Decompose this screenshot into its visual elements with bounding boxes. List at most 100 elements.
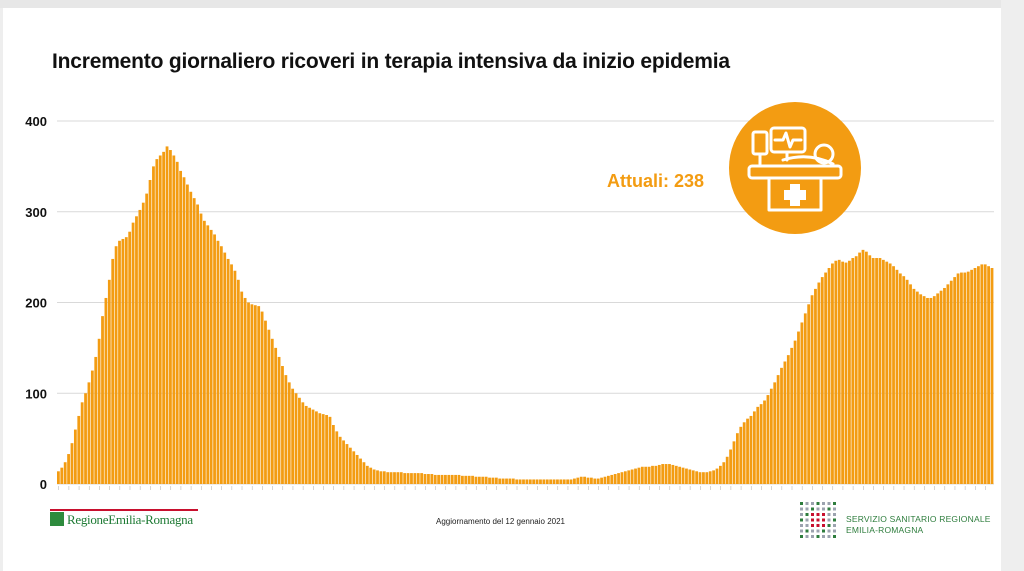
bar [610, 474, 614, 484]
logo-dot [822, 524, 825, 527]
bar [654, 465, 658, 484]
ssr-logo-line2: EMILIA-ROMAGNA [846, 525, 924, 535]
bar [107, 279, 111, 484]
bar [766, 395, 770, 484]
bar [328, 416, 332, 484]
bar [298, 397, 301, 484]
bar [348, 447, 352, 484]
bar [315, 411, 318, 484]
bar [953, 277, 957, 484]
bar [647, 466, 651, 484]
ssr-logo: SERVIZIO SANITARIO REGIONALE EMILIA-ROMA… [798, 500, 998, 546]
current-count-label: Attuali: 238 [607, 171, 705, 191]
logo-dot [816, 507, 820, 511]
bar [820, 277, 824, 484]
bar [467, 475, 471, 484]
bar [661, 464, 665, 484]
y-tick-label: 200 [25, 296, 47, 311]
bar [637, 467, 641, 484]
logo-dot [805, 513, 809, 516]
bar [216, 240, 220, 484]
bar [905, 279, 909, 484]
bar [365, 465, 369, 484]
bar [396, 472, 400, 484]
logo-dot [805, 518, 809, 522]
bar [956, 273, 960, 484]
logo-dot [800, 507, 803, 511]
logo-dot [833, 518, 836, 522]
bar [651, 465, 654, 484]
bar [454, 474, 457, 484]
bar [410, 473, 413, 484]
bar [182, 177, 186, 484]
bar [620, 472, 624, 484]
bar [518, 479, 522, 484]
bar [444, 474, 447, 484]
logo-dot [822, 529, 825, 533]
bar [186, 184, 189, 484]
bar [674, 465, 678, 484]
bar [657, 464, 661, 484]
bar [148, 179, 152, 485]
bar [579, 476, 583, 484]
bar [803, 313, 807, 484]
bar [403, 473, 407, 484]
logo-dot [811, 507, 814, 511]
bar [926, 297, 929, 484]
logo-dot [800, 502, 803, 505]
bar [708, 471, 712, 484]
bar [399, 472, 403, 484]
bar [542, 479, 546, 484]
bar [763, 400, 766, 484]
bar [630, 469, 634, 484]
bar [573, 478, 576, 484]
bar [287, 382, 291, 484]
bar [528, 479, 532, 484]
y-tick-label: 100 [25, 386, 47, 401]
bar [406, 473, 410, 484]
bar [963, 272, 967, 484]
bar [732, 441, 736, 484]
bar [977, 266, 980, 484]
bar [797, 331, 800, 484]
bar [111, 258, 115, 484]
bar [362, 462, 366, 484]
bar [70, 443, 74, 484]
bar [416, 473, 420, 484]
logo-dot [827, 502, 831, 505]
bar [247, 302, 250, 484]
bar [461, 475, 464, 484]
bar [946, 284, 950, 484]
bar [702, 472, 705, 484]
logo-dot [816, 518, 820, 522]
bar [457, 474, 461, 484]
bar [685, 468, 688, 484]
bar [525, 479, 529, 484]
bar [94, 356, 98, 484]
bar [141, 202, 145, 484]
logo-red-line [50, 509, 198, 511]
bar [511, 478, 515, 484]
bar [634, 468, 637, 484]
bar [790, 347, 794, 485]
bar [973, 268, 977, 484]
logo-dot [811, 524, 814, 527]
bar [80, 402, 84, 484]
bar [162, 151, 166, 484]
bar [532, 479, 536, 484]
logo-dot [833, 535, 836, 538]
bar [423, 474, 427, 484]
bar [735, 433, 739, 484]
bar [848, 260, 851, 484]
bar [868, 255, 872, 484]
bar [376, 470, 379, 484]
bar [780, 367, 783, 484]
bar [477, 476, 481, 484]
bar [169, 150, 172, 485]
bar [559, 479, 563, 484]
bar [267, 329, 271, 484]
bar [600, 477, 603, 484]
logo-dot [816, 513, 820, 516]
bar [230, 264, 233, 484]
bar [393, 472, 396, 484]
